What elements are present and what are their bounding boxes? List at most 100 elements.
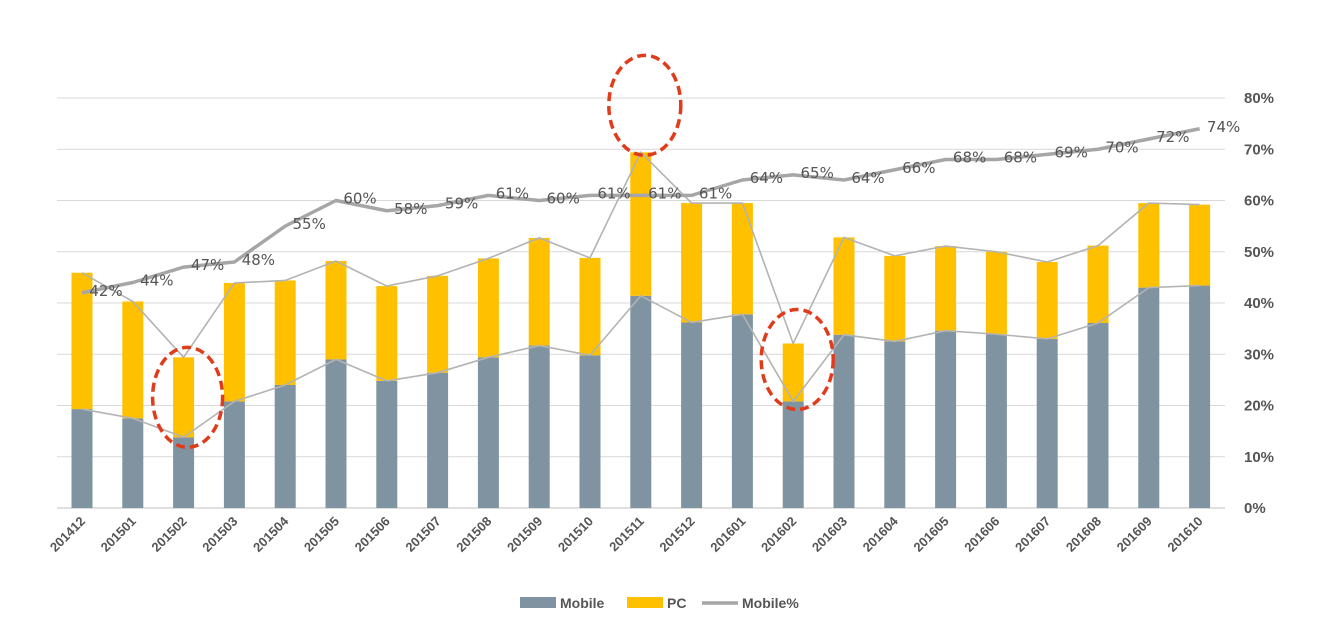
mobile-pct-label: 55% — [293, 215, 326, 233]
mobile-pct-label: 64% — [750, 169, 783, 187]
series-connector-lines — [81, 150, 1200, 439]
bar-mobile — [833, 334, 855, 508]
legend-swatch-pc — [627, 597, 663, 608]
x-axis-tick-label: 201602 — [758, 514, 799, 555]
legend-swatch-mobile — [520, 597, 556, 608]
bar-pc — [477, 258, 499, 358]
right-axis-tick-label: 10% — [1244, 449, 1274, 466]
bar-mobile — [782, 401, 804, 508]
right-axis-tick-label: 40% — [1244, 295, 1274, 312]
mobile-pct-label: 70% — [1105, 138, 1138, 156]
legend: Mobile PC Mobile% — [520, 595, 799, 611]
bar-pc — [630, 152, 652, 296]
x-axis-tick-label: 201412 — [47, 514, 88, 555]
bar-mobile — [1036, 338, 1058, 508]
x-axis-tick-label: 201510 — [555, 514, 596, 555]
x-axis-tick-label: 201507 — [402, 514, 443, 555]
right-axis-tick-label: 0% — [1244, 500, 1266, 517]
x-axis-tick-label: 201501 — [98, 514, 139, 555]
mobile-pct-label: 74% — [1207, 118, 1240, 136]
legend-label-mobile-pct: Mobile% — [742, 595, 799, 611]
mobile-pct-label: 60% — [343, 190, 376, 208]
x-axis-tick-label: 201605 — [910, 514, 951, 555]
x-axis-tick-label: 201509 — [504, 514, 545, 555]
mobile-pct-label: 60% — [547, 190, 580, 208]
bar-mobile — [477, 357, 499, 508]
bar-mobile — [376, 380, 398, 508]
bar-pc — [223, 283, 245, 402]
bar-mobile — [681, 322, 703, 508]
mobile-pct-label: 65% — [801, 164, 834, 182]
mobile-pct-label: 48% — [242, 251, 275, 269]
right-axis-tick-label: 70% — [1244, 141, 1274, 158]
bar-pc — [325, 260, 347, 360]
annotation-dashed-ellipse — [759, 307, 835, 412]
x-axis-tick-label: 201502 — [148, 514, 189, 555]
mobile-pct-label: 61% — [597, 184, 630, 202]
bar-pc — [833, 237, 855, 335]
bar-pc — [528, 237, 550, 346]
mobile-pct-label: 69% — [1055, 143, 1088, 161]
bar-mobile — [274, 385, 296, 508]
mobile-pct-line — [81, 127, 1200, 295]
x-axis-tick-label: 201608 — [1063, 514, 1104, 555]
bar-pc — [274, 280, 296, 385]
legend-label-mobile: Mobile — [560, 595, 605, 611]
bar-mobile — [173, 437, 195, 508]
right-axis-ticks: 0% 10% 20% 30% 40% 50% 60% 70% 80% — [1244, 90, 1274, 517]
bar-mobile — [528, 345, 550, 508]
mobile-pct-label: 61% — [699, 184, 732, 202]
bar-pc — [122, 301, 144, 419]
mobile-pct-label: 61% — [648, 184, 681, 202]
x-axis-tick-label: 201503 — [199, 514, 240, 555]
x-axis-tick-label: 201511 — [606, 514, 647, 555]
mobile-pct-label: 44% — [140, 272, 173, 290]
right-axis-tick-label: 30% — [1244, 346, 1274, 363]
bar-mobile — [985, 334, 1007, 508]
right-axis-tick-label: 20% — [1244, 398, 1274, 415]
annotations — [150, 53, 835, 450]
bar-pc — [71, 272, 93, 410]
point-labels: 42% 44% 47% 48% 55% 60% 58% 59% 61% 60% 61% 61% 61% 6… — [89, 118, 1240, 300]
bar-mobile — [1087, 322, 1109, 508]
bar-mobile — [1189, 285, 1211, 508]
x-axis-tick-label: 201606 — [961, 514, 1002, 555]
x-axis-tick-label: 201601 — [707, 514, 748, 555]
bar-mobile — [731, 314, 753, 508]
x-axis-tick-label: 201610 — [1164, 514, 1205, 555]
bar-mobile — [71, 409, 93, 508]
mobile-pct-label: 68% — [953, 149, 986, 167]
mobile-pct-label: 42% — [89, 282, 122, 300]
bar-mobile — [579, 355, 601, 508]
x-axis-tick-label: 201603 — [809, 514, 850, 555]
bar-pc — [681, 203, 703, 323]
bar-pc — [782, 343, 804, 402]
bar-pc — [884, 255, 906, 342]
x-axis-tick-label: 201508 — [453, 514, 494, 555]
right-axis-tick-label: 60% — [1244, 193, 1274, 210]
bar-pc — [1189, 204, 1211, 286]
bar-mobile — [325, 359, 347, 508]
mobile-pct-label: 47% — [191, 256, 224, 274]
x-axis-tick-label: 201607 — [1012, 514, 1053, 555]
mobile-pct-label: 58% — [394, 200, 427, 218]
mobile-connector-line — [81, 284, 1200, 439]
x-axis-tick-label: 201604 — [860, 513, 902, 555]
bar-pc — [1087, 245, 1109, 323]
bar-pc — [427, 275, 449, 373]
bar-mobile — [122, 418, 144, 508]
mobile-pct-label: 61% — [496, 184, 529, 202]
bar-mobile — [1138, 287, 1160, 508]
right-axis-tick-label: 80% — [1244, 90, 1274, 107]
bar-pc — [1138, 203, 1160, 288]
bar-mobile — [427, 372, 449, 508]
bar-pc — [935, 246, 957, 331]
bar-mobile — [223, 401, 245, 508]
mobile-pct-label: 72% — [1156, 128, 1189, 146]
x-axis-tick-label: 201506 — [352, 514, 393, 555]
x-axis-tick-label: 201504 — [250, 513, 292, 555]
bar-pc — [173, 357, 195, 438]
mobile-pct-line-group — [81, 127, 1200, 295]
right-axis-tick-label: 50% — [1244, 244, 1274, 261]
